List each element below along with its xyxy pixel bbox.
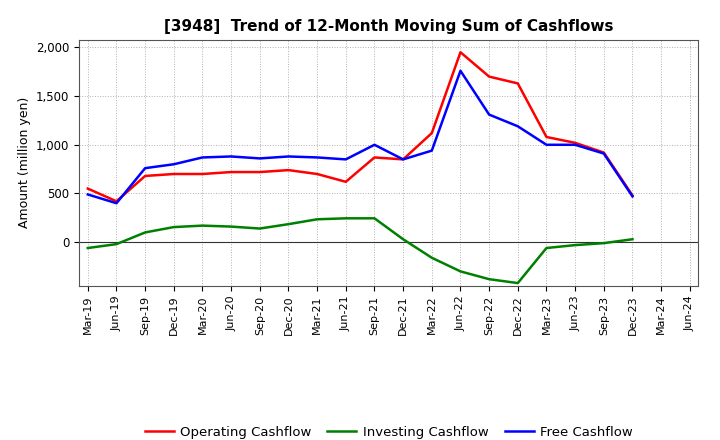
- Title: [3948]  Trend of 12-Month Moving Sum of Cashflows: [3948] Trend of 12-Month Moving Sum of C…: [164, 19, 613, 34]
- Investing Cashflow: [542, 246, 551, 251]
- Investing Cashflow: [513, 280, 522, 286]
- Operating Cashflow: [513, 81, 522, 86]
- Free Cashflow: [485, 112, 493, 117]
- Investing Cashflow: [198, 223, 207, 228]
- Free Cashflow: [399, 157, 408, 162]
- Free Cashflow: [428, 148, 436, 153]
- Operating Cashflow: [456, 50, 465, 55]
- Investing Cashflow: [284, 221, 293, 227]
- Free Cashflow: [600, 151, 608, 156]
- Line: Investing Cashflow: Investing Cashflow: [88, 218, 632, 283]
- Investing Cashflow: [227, 224, 235, 229]
- Free Cashflow: [341, 157, 350, 162]
- Operating Cashflow: [112, 198, 121, 204]
- Free Cashflow: [141, 165, 150, 171]
- Investing Cashflow: [370, 216, 379, 221]
- Free Cashflow: [312, 155, 321, 160]
- Investing Cashflow: [84, 246, 92, 251]
- Operating Cashflow: [84, 186, 92, 191]
- Y-axis label: Amount (million yen): Amount (million yen): [17, 97, 30, 228]
- Operating Cashflow: [312, 171, 321, 176]
- Operating Cashflow: [284, 168, 293, 173]
- Free Cashflow: [112, 201, 121, 206]
- Operating Cashflow: [485, 74, 493, 79]
- Free Cashflow: [84, 192, 92, 197]
- Investing Cashflow: [256, 226, 264, 231]
- Operating Cashflow: [169, 171, 178, 176]
- Investing Cashflow: [428, 255, 436, 260]
- Investing Cashflow: [169, 224, 178, 230]
- Investing Cashflow: [341, 216, 350, 221]
- Operating Cashflow: [198, 171, 207, 176]
- Line: Operating Cashflow: Operating Cashflow: [88, 52, 632, 201]
- Investing Cashflow: [399, 237, 408, 242]
- Operating Cashflow: [428, 130, 436, 136]
- Investing Cashflow: [141, 230, 150, 235]
- Legend: Operating Cashflow, Investing Cashflow, Free Cashflow: Operating Cashflow, Investing Cashflow, …: [139, 421, 639, 440]
- Free Cashflow: [513, 124, 522, 129]
- Free Cashflow: [198, 155, 207, 160]
- Free Cashflow: [227, 154, 235, 159]
- Operating Cashflow: [341, 179, 350, 184]
- Investing Cashflow: [312, 216, 321, 222]
- Free Cashflow: [571, 142, 580, 147]
- Line: Free Cashflow: Free Cashflow: [88, 71, 632, 203]
- Operating Cashflow: [542, 134, 551, 139]
- Investing Cashflow: [456, 269, 465, 274]
- Investing Cashflow: [485, 277, 493, 282]
- Free Cashflow: [370, 142, 379, 147]
- Operating Cashflow: [227, 169, 235, 175]
- Operating Cashflow: [628, 193, 636, 198]
- Investing Cashflow: [112, 242, 121, 247]
- Free Cashflow: [256, 156, 264, 161]
- Free Cashflow: [628, 194, 636, 199]
- Investing Cashflow: [628, 237, 636, 242]
- Operating Cashflow: [141, 173, 150, 179]
- Free Cashflow: [169, 161, 178, 167]
- Free Cashflow: [542, 142, 551, 147]
- Operating Cashflow: [600, 150, 608, 155]
- Operating Cashflow: [399, 157, 408, 162]
- Investing Cashflow: [600, 241, 608, 246]
- Free Cashflow: [456, 68, 465, 73]
- Operating Cashflow: [256, 169, 264, 175]
- Free Cashflow: [284, 154, 293, 159]
- Operating Cashflow: [370, 155, 379, 160]
- Investing Cashflow: [571, 242, 580, 248]
- Operating Cashflow: [571, 140, 580, 146]
